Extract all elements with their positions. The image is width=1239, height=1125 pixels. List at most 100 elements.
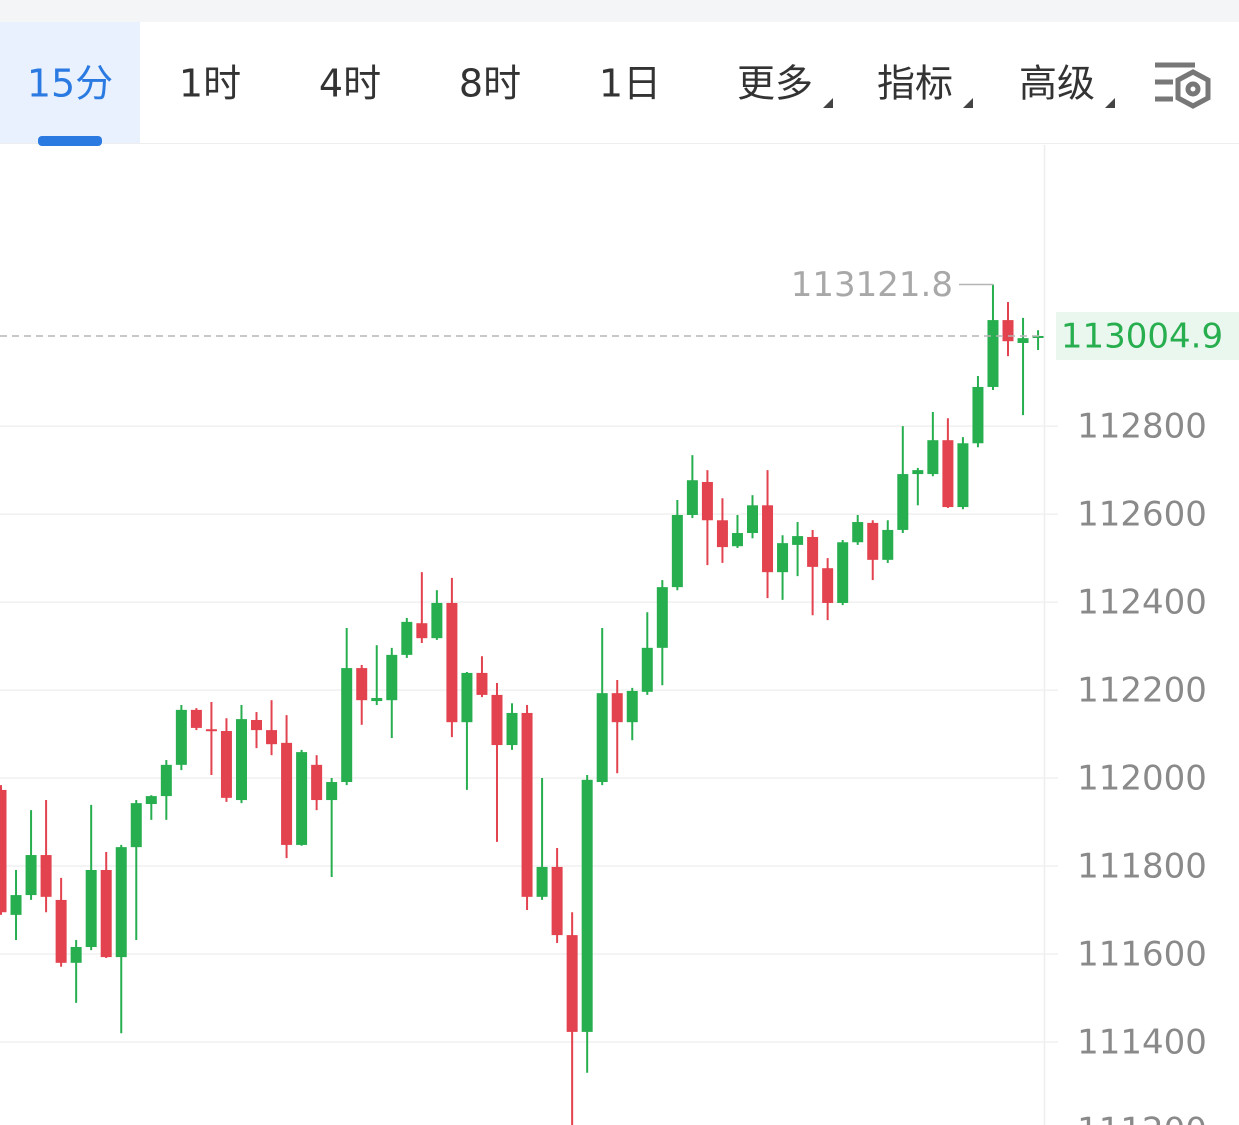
candle-body [100,870,112,958]
candle-body [145,796,157,805]
tab-label: 更多 [737,62,813,106]
active-tab-bg [0,22,140,143]
candle-body [431,602,443,639]
y-tick-label: 112000 [1077,759,1207,799]
high-label: 113121.8 [791,265,953,305]
candle-body [160,764,172,797]
tabs: 15分 1时 4时 8时 1日 更多 指标 高级 [0,22,1115,146]
candle-body [220,730,232,798]
candle-body [792,536,804,545]
tab-label: 指标 [877,62,953,106]
candle-body [461,672,473,723]
dropdown-caret [823,98,833,108]
candle-body [205,729,217,732]
candle-body [25,855,37,896]
tab-label: 高级 [1019,62,1095,106]
candle-body [341,668,353,783]
tab-label: 1日 [599,62,661,106]
dropdown-caret [963,98,973,108]
candle-body [70,946,82,963]
tab-label: 15分 [27,62,113,106]
candle-body [371,697,383,702]
candle-body [1017,338,1029,343]
candle-body [130,803,142,848]
candle-body [251,719,263,731]
candle-body [266,730,278,745]
candle-body [1032,335,1044,338]
candle-body [927,440,939,475]
candle-body [356,668,368,701]
candle-body [10,895,22,915]
tab[interactable]: 4时 [319,62,381,106]
candle-body [1002,320,1014,342]
candle-body [551,866,563,936]
candle-body [882,529,894,560]
tab[interactable]: 8时 [459,62,521,106]
candle-body [731,533,743,547]
candle-body [897,474,909,530]
candle-body [611,693,623,723]
candle-body [987,320,999,387]
y-tick-label: 112600 [1077,495,1207,535]
candle-body [867,522,879,560]
candle-body [716,520,728,548]
candle-body [912,470,924,475]
candle-body [581,779,593,1032]
candle-body [55,899,67,963]
candle-body [822,568,834,603]
y-tick-label: 111400 [1077,1023,1207,1063]
y-tick-label: 111200 [1077,1111,1207,1125]
y-tick-label: 111600 [1077,935,1207,975]
last-price-label: 113004.9 [1061,316,1223,356]
candle-body [491,694,503,746]
candle-body [85,870,97,947]
candle-body [311,764,323,801]
candle-body [777,543,789,573]
tab[interactable]: 高级 [1019,62,1115,109]
candle-body [416,623,428,639]
candle-body [596,693,608,783]
candle-body [747,505,758,534]
candle-body [566,935,578,1032]
y-tick-label: 112800 [1077,407,1207,447]
candle-body [641,647,653,692]
candle-body [401,621,413,655]
tab-label: 8时 [459,62,521,106]
y-tick-label: 111800 [1077,847,1207,887]
tab[interactable]: 更多 [737,62,833,109]
candle-body [852,522,864,543]
candle-body [521,712,533,897]
candle-body [671,514,683,588]
tab[interactable]: 指标 [877,62,973,109]
candle-body [190,709,202,728]
tab[interactable]: 15分 [0,22,140,146]
candle-body [536,866,548,897]
active-tab-indicator [38,136,102,146]
y-tick-label: 112400 [1077,583,1207,623]
candle-body [972,386,984,444]
tab[interactable]: 1日 [599,62,661,106]
candle-body [175,709,187,765]
candle-body [296,752,308,845]
candle-body [446,602,458,723]
tab-bar [0,22,1239,143]
y-tick-label: 112200 [1077,671,1207,711]
candle-body [506,712,518,746]
last-price-badge [1056,311,1239,360]
tab-label: 1时 [179,62,241,106]
tab[interactable]: 1时 [179,62,241,106]
tab-label: 4时 [319,62,381,106]
settings-icon[interactable] [1155,62,1211,109]
dropdown-caret [1105,98,1115,108]
candle-body [837,542,849,603]
candle-body [0,789,7,913]
candle-body [40,855,52,897]
candle-body [115,847,127,958]
top-strip [0,0,1239,22]
candle-body [626,690,638,723]
candle-body [701,481,713,521]
candle-body [326,782,338,801]
candle-body [807,536,819,567]
candle-body [656,587,668,648]
